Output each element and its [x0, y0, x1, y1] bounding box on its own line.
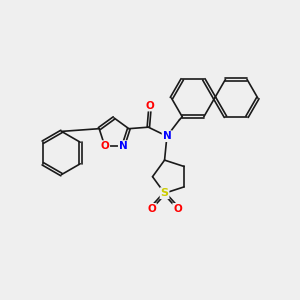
Text: O: O	[147, 204, 156, 214]
Text: N: N	[119, 141, 128, 151]
Text: O: O	[173, 204, 182, 214]
Text: O: O	[100, 141, 109, 151]
Text: O: O	[146, 100, 154, 111]
Text: N: N	[163, 131, 171, 141]
Text: S: S	[160, 188, 169, 198]
